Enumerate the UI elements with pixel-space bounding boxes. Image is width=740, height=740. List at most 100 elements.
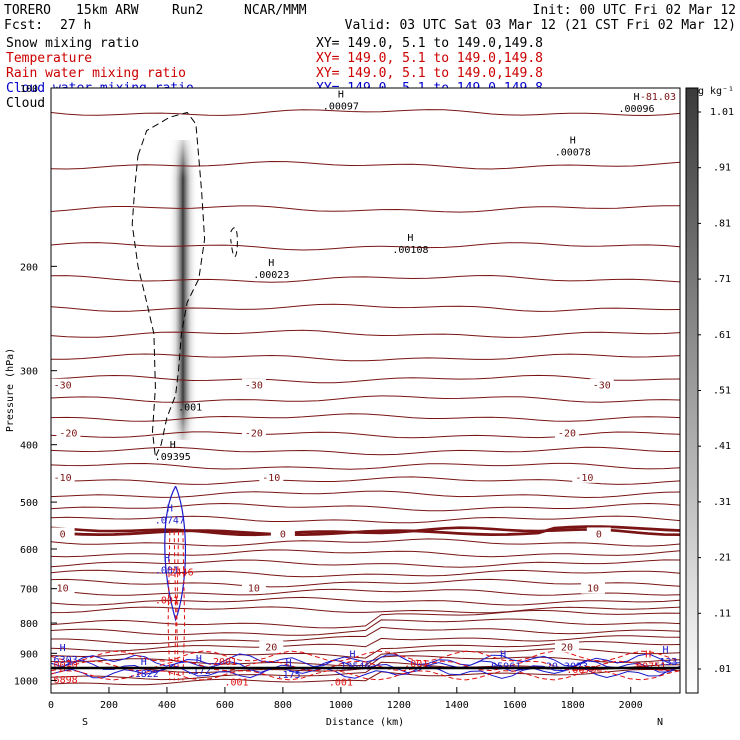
extremum-value: .6303 [48, 655, 78, 666]
extremum-value: .175 [277, 670, 301, 681]
rain-contour [51, 650, 680, 662]
isotherm-label: 20 [265, 643, 277, 654]
isotherm-label-bg [259, 640, 284, 653]
colorbar-tick-label: .21 [713, 553, 731, 564]
extremum-symbol: H [170, 440, 176, 451]
isotherm-label-bg [589, 378, 614, 391]
y-tick-label: 800 [20, 619, 38, 630]
isotherm-line [51, 549, 680, 558]
isotherm-line [51, 109, 680, 117]
extremum-symbol: H [349, 650, 355, 661]
extremum-symbol: H [500, 649, 506, 660]
isotherm-line [51, 274, 680, 283]
x-tick-label: 1200 [387, 700, 411, 711]
isotherm-line [51, 596, 680, 606]
extremum-value: .001 [155, 566, 179, 577]
snow-contour-line [131, 111, 206, 460]
extremum-value: .001 [178, 403, 202, 414]
rain-contour [176, 531, 180, 681]
extremum-symbol: H [268, 258, 274, 269]
isotherm-label-bg [51, 581, 75, 594]
legend-label: Snow mixing ratio [6, 36, 139, 51]
extremum-value: .0075 [566, 665, 596, 676]
x-axis-label: Distance (km) [326, 717, 404, 728]
isotherm-label-bg [51, 378, 75, 391]
isotherm-label: 10 [57, 584, 69, 595]
extremum-symbol: H [662, 645, 668, 656]
rain-contour [51, 670, 680, 681]
extremum-symbol: H [286, 658, 292, 669]
isotherm-label: -20 [245, 429, 263, 440]
extremum-value: .00023 [253, 270, 289, 281]
isotherm-label: 20 [561, 643, 573, 654]
isotherm-line [51, 353, 680, 362]
cloud-water-contour [164, 485, 187, 622]
extremum-value: .001 [224, 678, 248, 689]
extremum-symbol: H [196, 654, 202, 665]
rain-contour [167, 531, 171, 681]
header-model: TORERO [4, 3, 51, 18]
y-tick-label: 600 [20, 545, 38, 556]
colorbar-tick-label: .01 [713, 664, 731, 675]
colorbar-tick-label: .81 [713, 218, 731, 229]
legend-label: Rain water mixing ratio [6, 66, 186, 81]
isotherm-label-bg [51, 470, 75, 483]
x-tick-label: 200 [100, 700, 118, 711]
isotherm-label: 0 [280, 529, 286, 540]
extremum-symbol: H [570, 136, 576, 147]
isotherm-line [51, 374, 680, 384]
colorbar: .01 .11 .21 .31 .41 .51 .61 .71 .81 .91 1.01 g kg⁻¹ [685, 86, 734, 694]
extremum-symbol: H [141, 657, 147, 668]
plot-area: H.00097H.00096H.00078H.00108H.00023.001H… [48, 87, 681, 694]
axes: 1002003004005006007008009001000Pressure … [5, 84, 663, 728]
isotherm-label-bg [241, 378, 266, 391]
isotherm-label-bg [241, 581, 266, 594]
y-axis-label: Pressure (hPa) [5, 348, 16, 432]
header-valid: Valid: 03 UTC Sat 03 Mar 12 (21 CST Fri … [345, 18, 736, 33]
isotherm-label: -20 [59, 429, 77, 440]
isotherm-label-bg [586, 527, 611, 540]
isotherm-zero [51, 525, 680, 537]
y-tick-label: 700 [20, 585, 38, 596]
isotherm-line [51, 606, 680, 614]
isotherm-line [51, 462, 680, 470]
isotherm-line [51, 160, 680, 170]
extremum-symbol: H [645, 649, 651, 660]
legend-xy: XY= 149.0, 5.1 to 149.0,149.8 [316, 51, 543, 66]
rain-contour [173, 531, 177, 681]
colorbar-tick-label: 1.01 [710, 107, 734, 118]
extremum-value: .6898 [48, 675, 78, 686]
extremum-value: .001 [404, 659, 428, 670]
isotherm-line [51, 635, 680, 652]
snow-contour [131, 111, 238, 460]
header: TORERO 15km ARW Run2 NCAR/MMM Init: 00 U… [4, 3, 736, 33]
isotherm-labels: -30 -30 -30 -20 -20 -20 -10 -10 -10 0 0 0 10 10 10 20 20… [51, 92, 676, 654]
colorbar-tick-label: .51 [713, 386, 731, 397]
isotherm-line [51, 559, 680, 568]
x-axis-right-end: N [657, 717, 663, 728]
isotherm-label: 10 [587, 584, 599, 595]
isotherm-label: -10 [575, 473, 593, 484]
isotherm-label-bg [51, 527, 75, 540]
isotherm-label-bg [241, 426, 266, 439]
isotherm-label: -30 [593, 381, 611, 392]
header-fcst-value: 27 h [60, 18, 91, 33]
x-tick-label: 2000 [619, 700, 643, 711]
isotherm-label-bg [572, 470, 597, 483]
legend-xy: XY= 149.0, 5.1 to 149.0,149.8 [316, 36, 543, 51]
isotherm-line [51, 538, 680, 547]
isotherm-line [51, 569, 680, 578]
extremum-value: .2446 [163, 568, 193, 579]
isotherm-line [51, 626, 680, 645]
isotherm-line [51, 618, 680, 636]
extremum-symbol: H [634, 92, 640, 103]
isotherm-label: 0 [596, 529, 602, 540]
colorbar-tick-label: .11 [713, 608, 731, 619]
x-tick-label: 400 [158, 700, 176, 711]
extremum-symbol: H [407, 233, 413, 244]
isotherm-line [51, 329, 680, 338]
extremum-value: .0020 [48, 660, 78, 671]
isotherm-line [51, 446, 680, 456]
isotherm-label-bg [554, 426, 579, 439]
isotherm-label: -30 [54, 381, 72, 392]
